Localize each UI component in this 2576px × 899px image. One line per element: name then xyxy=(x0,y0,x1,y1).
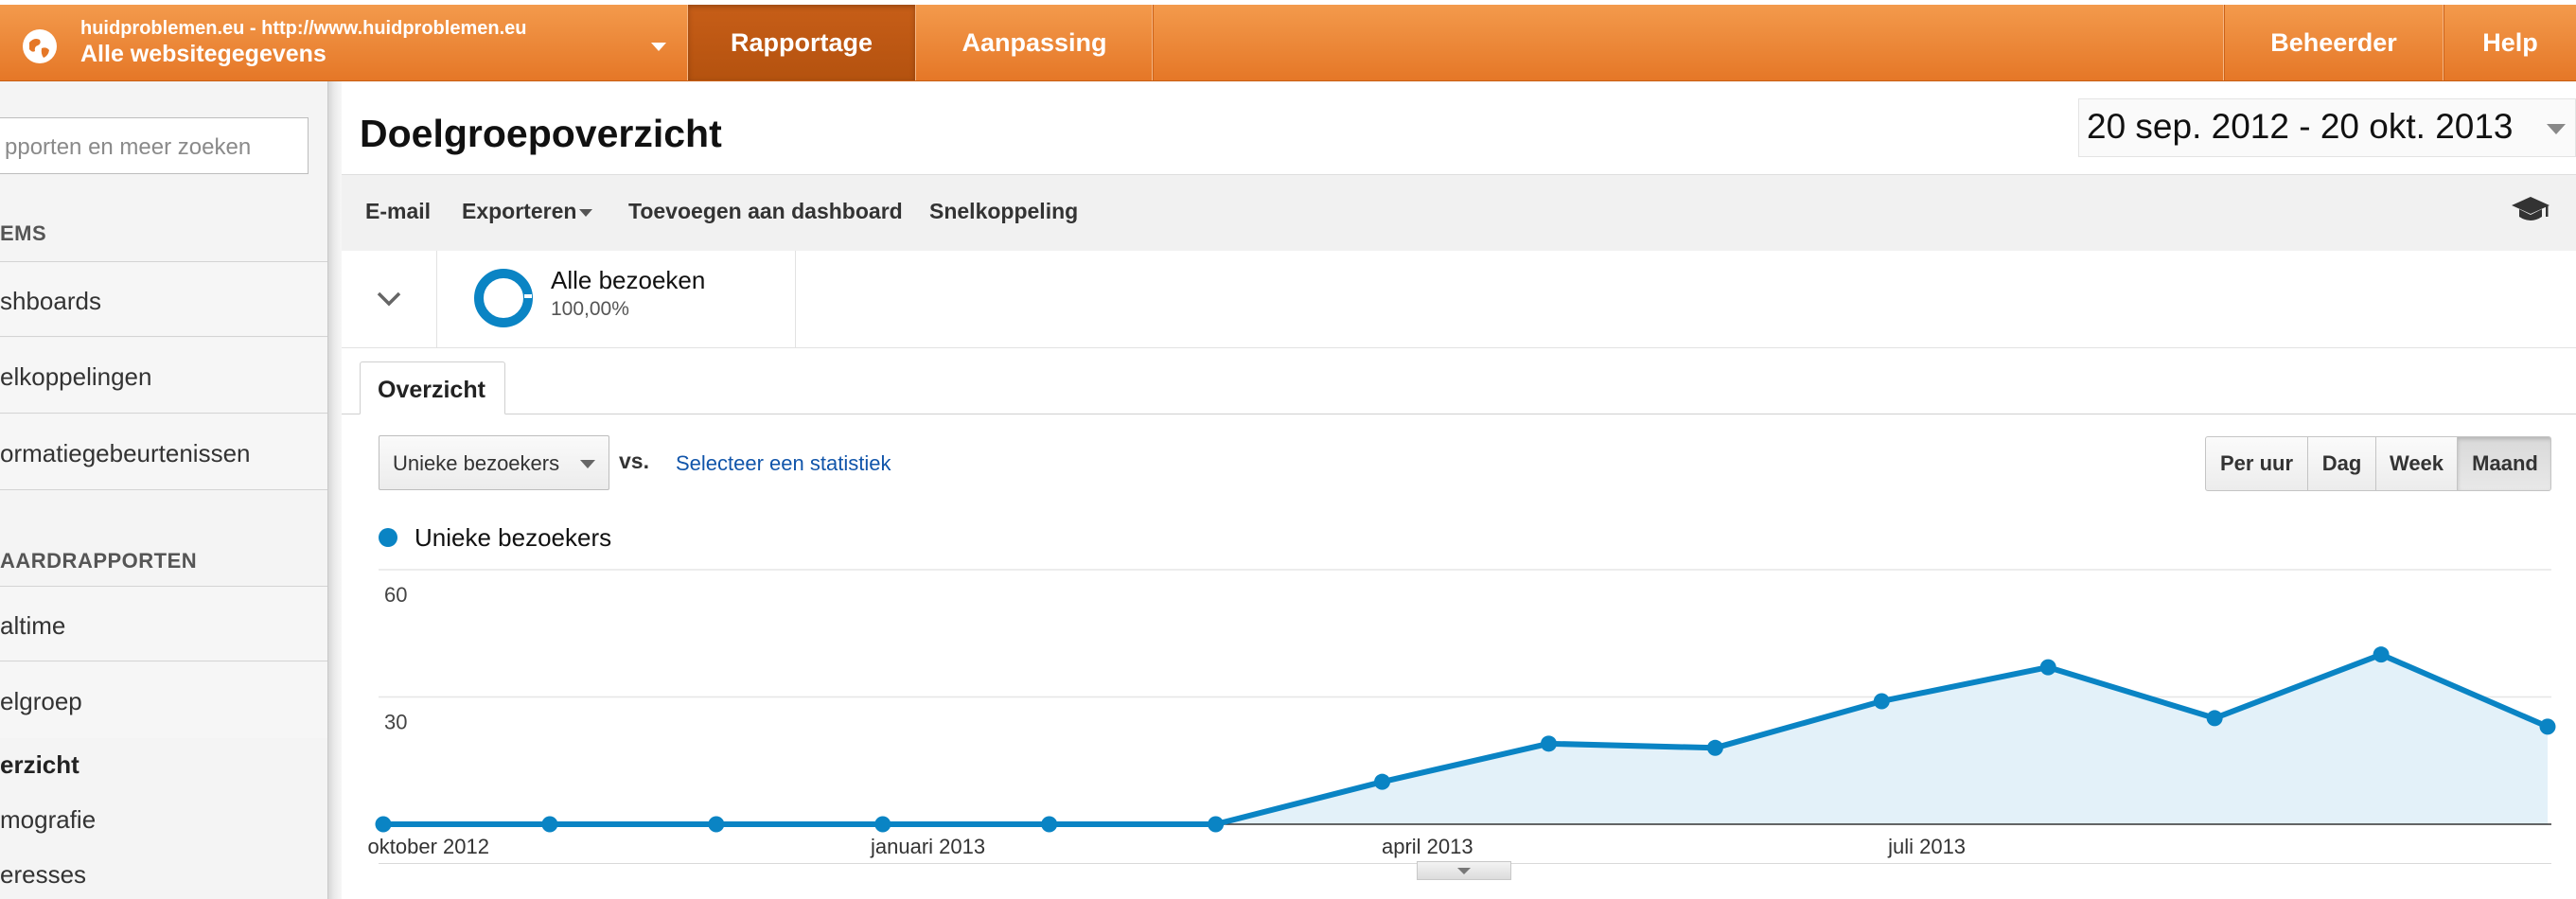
add-to-dashboard-button[interactable]: Toevoegen aan dashboard xyxy=(628,199,903,223)
chevron-down-icon xyxy=(580,460,595,468)
data-point xyxy=(1540,735,1557,752)
series-line xyxy=(383,651,2550,827)
globe-icon xyxy=(23,29,57,63)
sidebar-item-label: shboards xyxy=(0,287,101,315)
segment-all-visits[interactable]: Alle bezoeken 100,00% xyxy=(437,251,796,347)
sidebar-header-items: EMS xyxy=(0,221,47,245)
sidebar-subitem-interesses[interactable]: eresses xyxy=(0,860,87,889)
export-chevron-down-icon[interactable] xyxy=(579,209,592,217)
data-point xyxy=(2373,646,2390,663)
profile-name[interactable]: Alle websitegegevens xyxy=(80,41,326,67)
export-button[interactable]: Exporteren xyxy=(462,199,577,223)
sidebar-item-snelkoppelingen[interactable]: elkoppelingen xyxy=(0,338,327,414)
segment-name: Alle bezoeken xyxy=(551,266,706,294)
sidebar: pporten en meer zoeken EMS shboards elko… xyxy=(0,81,327,899)
sidebar-resize-handle[interactable] xyxy=(327,81,342,899)
granularity-maand-button[interactable]: Maand xyxy=(2458,437,2550,490)
data-point xyxy=(375,816,392,833)
data-point xyxy=(1208,816,1225,833)
page-title: Doelgroepoverzicht xyxy=(360,112,722,155)
metric-select-value: Unieke bezoekers xyxy=(393,451,560,475)
profile-dropdown-chevron-icon[interactable] xyxy=(651,43,666,51)
metric-select[interactable]: Unieke bezoekers xyxy=(379,435,609,490)
sidebar-item-label: ormatiegebeurtenissen xyxy=(0,439,251,467)
date-range-text: 20 sep. 2012 - 20 okt. 2013 xyxy=(2087,107,2514,146)
sidebar-item-informatiegebeurtenissen[interactable]: ormatiegebeurtenissen xyxy=(0,414,327,490)
sidebar-item-dashboards[interactable]: shboards xyxy=(0,261,327,337)
chevron-down-icon xyxy=(377,291,401,307)
tab-help[interactable]: Help xyxy=(2443,5,2576,80)
sidebar-item-label: elkoppelingen xyxy=(0,362,152,391)
top-navigation-bar: huidproblemen.eu - http://www.huidproble… xyxy=(0,5,2576,81)
x-tick-label: oktober 2012 xyxy=(368,835,489,858)
segment-donut-icon xyxy=(474,269,533,327)
segment-toggle[interactable] xyxy=(342,251,437,347)
select-statistic-link[interactable]: Selecteer een statistiek xyxy=(676,451,891,475)
chevron-down-icon xyxy=(1457,868,1471,874)
sidebar-header-reports: AARDRAPPORTEN xyxy=(0,549,198,573)
graduation-cap-icon[interactable] xyxy=(2510,193,2551,227)
sidebar-item-label: altime xyxy=(0,611,66,640)
sidebar-item-label: elgroep xyxy=(0,687,82,715)
profile-url[interactable]: huidproblemen.eu - http://www.huidproble… xyxy=(80,18,527,39)
date-range-picker[interactable]: 20 sep. 2012 - 20 okt. 2013 xyxy=(2078,98,2576,157)
sidebar-item-doelgroep[interactable]: elgroep xyxy=(0,662,327,738)
data-point xyxy=(541,816,558,833)
chevron-down-icon xyxy=(2547,124,2566,134)
data-point xyxy=(2206,710,2223,727)
sidebar-subitem-demografie[interactable]: mografie xyxy=(0,805,97,834)
tab-overzicht[interactable]: Overzicht xyxy=(360,361,505,414)
data-point xyxy=(2539,718,2556,735)
data-point xyxy=(1041,816,1058,833)
chart-resize-handle[interactable] xyxy=(1417,861,1511,880)
legend-swatch xyxy=(379,528,397,547)
tab-overzicht-label: Overzicht xyxy=(378,377,485,403)
report-toolbar: E-mail Exporteren Toevoegen aan dashboar… xyxy=(342,174,2576,252)
data-point xyxy=(1374,773,1391,790)
data-point xyxy=(708,816,725,833)
sidebar-item-realtime[interactable]: altime xyxy=(0,586,327,661)
x-tick-label: april 2013 xyxy=(1382,835,1473,858)
series-area xyxy=(383,654,2548,824)
y-tick-label: 60 xyxy=(384,583,407,607)
data-point xyxy=(2039,659,2056,676)
x-tick-label: januari 2013 xyxy=(870,835,985,858)
sidebar-search-input[interactable]: pporten en meer zoeken xyxy=(0,117,309,174)
sidebar-subitem-overzicht[interactable]: erzicht xyxy=(0,750,79,779)
data-point xyxy=(1706,739,1723,756)
shortcut-button[interactable]: Snelkoppeling xyxy=(929,199,1079,223)
vs-label: vs. xyxy=(619,449,649,473)
y-tick-label: 30 xyxy=(384,711,407,734)
segment-percent: 100,00% xyxy=(551,298,629,320)
granularity-dag-button[interactable]: Dag xyxy=(2308,437,2376,490)
granularity-group: Per uur Dag Week Maand xyxy=(2205,436,2551,491)
topbar-spacer xyxy=(1152,5,2225,80)
granularity-week-button[interactable]: Week xyxy=(2376,437,2458,490)
data-point xyxy=(1873,693,1890,710)
granularity-per-uur-button[interactable]: Per uur xyxy=(2206,437,2308,490)
segment-row: Alle bezoeken 100,00% xyxy=(342,251,2576,348)
x-tick-label: juli 2013 xyxy=(1887,835,1966,858)
email-button[interactable]: E-mail xyxy=(365,199,432,223)
sidebar-search-placeholder: pporten en meer zoeken xyxy=(5,134,252,160)
tab-beheerder[interactable]: Beheerder xyxy=(2223,5,2444,80)
data-point xyxy=(874,816,891,833)
legend-label: Unieke bezoekers xyxy=(415,523,612,552)
tab-aanpassing[interactable]: Aanpassing xyxy=(915,5,1154,80)
